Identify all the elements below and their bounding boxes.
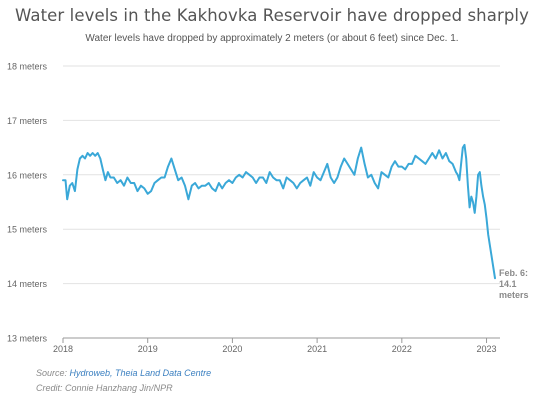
- x-tick-label: 2020: [222, 344, 242, 354]
- y-tick-label: 18 meters: [7, 62, 48, 72]
- y-tick-label: 17 meters: [7, 116, 48, 126]
- x-tick-label: 2018: [53, 344, 73, 354]
- y-tick-label: 13 meters: [7, 334, 48, 344]
- source-prefix: Source:: [36, 368, 70, 378]
- x-tick-label: 2021: [307, 344, 327, 354]
- chart-title: Water levels in the Kakhovka Reservoir h…: [15, 6, 529, 25]
- chart-subtitle: Water levels have dropped by approximate…: [85, 33, 459, 44]
- source-link[interactable]: Hydroweb, Theia Land Data Centre: [69, 368, 212, 378]
- end-annotation-line: 14.1: [499, 279, 517, 289]
- y-tick-label: 16 meters: [7, 170, 48, 180]
- credit-note: Credit: Connie Hanzhang Jin/NPR: [36, 383, 173, 393]
- end-annotation-line: meters: [499, 290, 529, 300]
- x-tick-label: 2022: [392, 344, 412, 354]
- x-tick-label: 2019: [138, 344, 158, 354]
- source-note: Source: Hydroweb, Theia Land Data Centre: [36, 368, 211, 378]
- x-tick-label: 2023: [477, 344, 497, 354]
- series-line: [62, 143, 496, 280]
- end-annotation-line: Feb. 6:: [499, 268, 528, 278]
- y-tick-label: 14 meters: [7, 279, 48, 289]
- y-tick-label: 15 meters: [7, 225, 48, 235]
